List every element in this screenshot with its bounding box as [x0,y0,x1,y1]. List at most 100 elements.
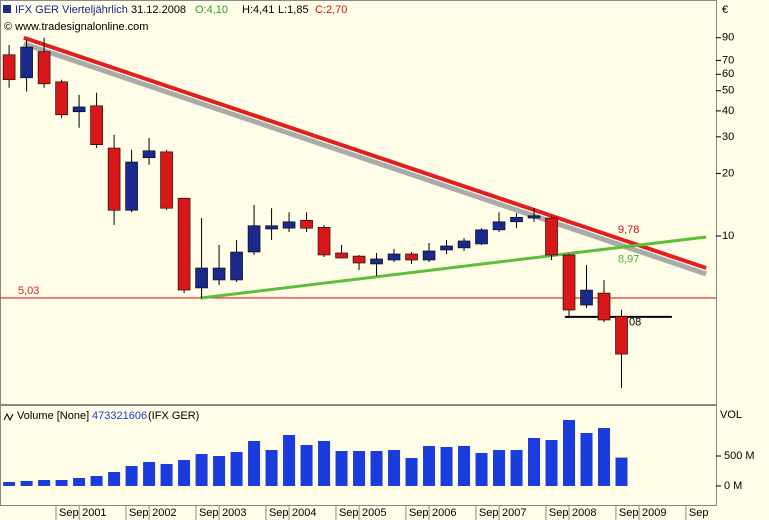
trendline [199,235,707,300]
volume-bar [90,475,103,486]
candle-body [177,197,191,291]
candle-body [405,253,418,261]
volume-bar [458,445,471,486]
candle-body [440,245,453,251]
x-tick-label: 2005 [362,507,386,519]
symbol-icon [3,5,11,13]
candle-body [282,221,296,229]
volume-axis-label: VOL [720,409,742,421]
candle-body [580,289,593,306]
annotation: 9,78 [618,224,639,236]
x-tick-label: 2001 [82,507,106,519]
low: L:1,85 [278,4,309,16]
candle-body [230,251,243,281]
x-tick-label: 2003 [222,507,246,519]
volume-bar [248,440,261,486]
y-tick-label: 90 [722,32,734,44]
volume-bar [335,451,348,486]
volume-bar [528,437,541,486]
y-tick-label: 20 [722,167,734,179]
y-tick-label: 30 [722,131,734,143]
candle-body [20,46,33,79]
high: H:4,41 [242,4,274,16]
candle-body [90,105,103,145]
volume-bar [38,479,51,486]
x-tick-label: Sep [689,507,709,519]
candle-body [335,252,348,259]
y-tick-label: 10 [722,230,734,242]
volume-bar [125,466,138,486]
volume-bar [55,479,68,486]
volume-bar [160,463,173,486]
candle-body [510,216,523,223]
x-tick-label: Sep [549,507,569,519]
candle-body [492,221,506,231]
volume-bar [108,472,121,486]
volume-bar [230,451,243,486]
volume-bar [3,481,16,486]
volume-bar [73,478,86,486]
candle-body [195,267,208,289]
volume-title: Volume [None] [17,410,89,422]
volume-bar [493,449,506,486]
x-tick-label: 2008 [572,507,596,519]
x-tick-label: 2002 [152,507,176,519]
candle-body [72,106,86,113]
volume-bar [388,449,401,486]
x-tick-label: Sep [339,507,359,519]
x-tick-label: 2009 [642,507,666,519]
volume-bar [545,439,558,486]
candle-body [2,54,16,81]
x-tick-label: Sep [409,507,429,519]
candle-body [615,316,628,355]
copyright: © www.tradesignalonline.com [4,21,148,33]
candle-body [247,225,261,253]
volume-bar [615,457,628,486]
candle-body [475,229,488,245]
currency: € [722,4,728,16]
candle-body [317,227,331,256]
candle-body [37,51,51,85]
volume-bar [143,461,156,486]
date: 31.12.2008 [131,4,186,16]
x-tick-label: 2007 [502,507,526,519]
candle-body [562,254,576,311]
volume-bar [353,451,366,486]
candle-body [387,253,401,261]
candle-body [457,240,471,249]
candle-body [527,215,541,219]
volume-bar [598,427,611,486]
level-label: 5,03 [18,285,39,297]
x-tick-label: Sep [199,507,219,519]
candle-body [597,292,611,321]
close: C:2,70 [315,4,347,16]
volume-bar [440,446,453,486]
volume-bar [178,460,191,486]
candle-body [300,219,313,229]
candle-body [125,161,138,211]
trendline [23,35,707,270]
volume-bar [300,445,313,486]
y-tick-label: 40 [722,105,734,117]
volume-bar [20,481,33,486]
volume-bar [510,449,523,486]
volume-bar [475,452,488,486]
volume-icon [3,412,14,422]
x-tick-label: Sep [619,507,639,519]
y-tick-label: 500 M [724,450,755,462]
volume-bar [370,451,383,486]
trendline-shadow [22,41,708,277]
volume-bar [405,457,418,486]
candle-body [107,147,121,211]
candle-body [212,267,226,281]
annotation: 8,97 [618,254,639,266]
x-tick-label: 2006 [432,507,456,519]
volume-bar [283,434,296,486]
x-tick-label: 2004 [292,507,316,519]
candle-body [422,250,436,261]
x-tick-label: Sep [129,507,149,519]
x-tick-label: Sep [269,507,289,519]
volume-bar [195,454,208,486]
volume-bar [318,440,331,486]
candle-body [160,151,173,209]
